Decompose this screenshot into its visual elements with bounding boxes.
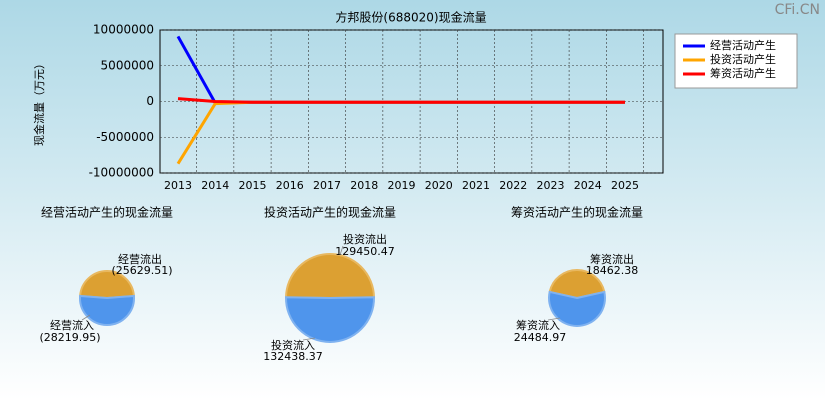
pie-label: 经营流入 [50,318,94,332]
leader-line [302,337,316,341]
x-tick-label: 2025 [611,179,639,192]
x-tick-label: 2016 [276,179,304,192]
x-tick-label: 2020 [425,179,453,192]
pie-value-label: (28219.95) [39,331,100,344]
x-tick-label: 2017 [313,179,341,192]
pie-value-label: 18462.38 [586,264,639,277]
pie-slice [284,253,376,300]
leader-line [547,317,561,321]
legend-label: 经营活动产生 [710,38,776,52]
leader-line [339,245,344,256]
x-tick-label: 2021 [462,179,490,192]
y-tick-label: 10000000 [93,23,154,37]
x-tick-label: 2023 [537,179,565,192]
leader-line [81,314,91,321]
pie-title: 筹资活动产生的现金流量 [511,205,643,220]
pie-slice [79,270,135,300]
x-tick-label: 2015 [239,179,267,192]
y-axis-label: 现金流量（万元） [32,58,46,146]
y-tick-label: -5000000 [96,130,154,144]
y-tick-label: -10000000 [89,166,154,180]
pie-value-label: 24484.97 [514,331,567,344]
pie-label: 筹资流入 [516,318,560,332]
pie-title: 投资活动产生的现金流量 [264,205,396,220]
pie-label: 筹资流出 [590,252,634,266]
pie-value-label: (25629.51) [111,264,172,277]
pie-label: 投资流出 [343,232,387,246]
x-tick-label: 2014 [201,179,229,192]
chart-title: 方邦股份(688020)现金流量 [335,10,486,25]
pie-label: 投资流入 [271,338,315,352]
y-tick-label: 0 [146,94,154,108]
pie-slice [548,290,606,327]
watermark: CFi.CN [775,2,820,18]
leader-line [117,265,121,269]
pie-value-label: 129450.47 [335,245,395,258]
pie-label: 经营流出 [118,252,162,266]
pie-slice [548,269,606,300]
legend-label: 投资活动产生 [710,52,776,66]
x-tick-label: 2018 [350,179,378,192]
y-tick-label: 5000000 [101,58,154,72]
pie-slice [285,296,375,343]
x-tick-label: 2019 [388,179,416,192]
line-series [177,97,625,104]
x-tick-label: 2022 [499,179,527,192]
x-tick-label: 2013 [164,179,192,192]
x-tick-label: 2024 [574,179,602,192]
pie-slice [79,294,135,326]
legend-label: 筹资活动产生 [710,66,776,80]
pie-title: 经营活动产生的现金流量 [41,205,173,220]
pie-value-label: 132438.37 [263,350,323,363]
